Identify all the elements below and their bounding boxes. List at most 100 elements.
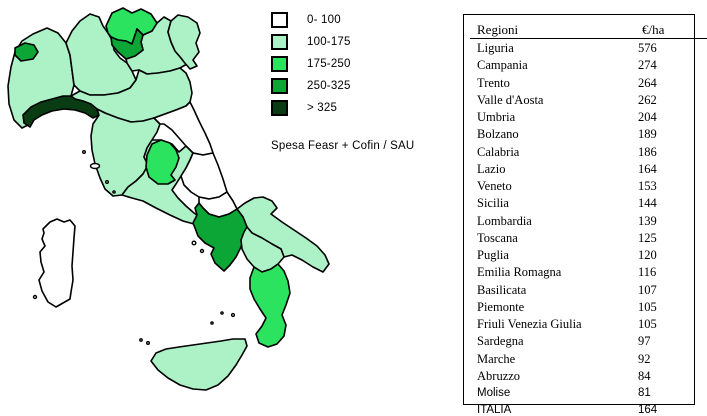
table-row: Puglia 120 bbox=[464, 247, 694, 264]
legend-label: 0- 100 bbox=[307, 13, 341, 26]
legend-item: 175-250 bbox=[271, 55, 351, 72]
table-header-regioni: Regioni bbox=[477, 22, 519, 37]
map-regions bbox=[7, 7, 330, 391]
table-row: Veneto 153 bbox=[464, 178, 694, 195]
region-value-cell: 97 bbox=[638, 334, 651, 349]
legend-swatch bbox=[271, 77, 288, 94]
table-row: Sardegna 97 bbox=[464, 333, 694, 350]
region-name-cell: Molise bbox=[477, 387, 511, 399]
region-value-cell: 92 bbox=[638, 351, 651, 366]
region-sardegna bbox=[38, 218, 76, 308]
table-row: Liguria 576 bbox=[464, 40, 694, 57]
table-row: Calabria 186 bbox=[464, 144, 694, 161]
region-name-cell: Veneto bbox=[477, 179, 512, 193]
legend-item: 100-175 bbox=[271, 33, 351, 50]
region-value-cell: 105 bbox=[638, 299, 657, 314]
table-row: Bolzano 189 bbox=[464, 126, 694, 143]
region-name-cell: Sicilia bbox=[477, 196, 509, 211]
legend-item: 250-325 bbox=[271, 77, 351, 94]
table-body: Liguria 576 Campania 274 Trento 264 Valle d'Ao… bbox=[464, 40, 694, 416]
table-row: Trento 264 bbox=[464, 75, 694, 92]
legend-label: 100-175 bbox=[307, 35, 351, 48]
region-name-cell: Lombardia bbox=[477, 213, 532, 228]
region-marche bbox=[153, 101, 214, 156]
region-name-cell: Umbria bbox=[477, 110, 516, 124]
region-value-cell: 164 bbox=[638, 404, 658, 416]
table-row: Valle d'Aosta 262 bbox=[464, 92, 694, 109]
region-valle-daosta bbox=[14, 42, 39, 62]
legend-label: 250-325 bbox=[307, 79, 351, 92]
legend-label: > 325 bbox=[307, 101, 338, 114]
table-row: Friuli Venezia Giulia 105 bbox=[464, 316, 694, 333]
region-calabria bbox=[249, 263, 291, 348]
region-value-cell: 144 bbox=[638, 196, 657, 211]
region-name-cell: Abruzzo bbox=[477, 368, 521, 383]
region-name-cell: Campania bbox=[477, 58, 528, 73]
region-name-cell: Friuli Venezia Giulia bbox=[477, 317, 582, 331]
legend-swatch bbox=[271, 33, 288, 50]
small-islands bbox=[32, 149, 236, 346]
map-legend: 0- 100 100-175 175-250 250-325 > 325 bbox=[271, 11, 351, 122]
table-row: Piemonte 105 bbox=[464, 299, 694, 316]
table-row: ITALIA 164 bbox=[464, 402, 694, 416]
region-name-cell: Trento bbox=[477, 75, 510, 90]
region-value-cell: 120 bbox=[638, 248, 657, 262]
region-name-cell: Liguria bbox=[477, 41, 514, 55]
legend-item: 0- 100 bbox=[271, 11, 351, 28]
legend-swatch bbox=[271, 99, 288, 116]
region-name-cell: Emilia Romagna bbox=[477, 265, 562, 280]
table-row: Marche 92 bbox=[464, 351, 694, 368]
table-row: Sicilia 144 bbox=[464, 195, 694, 212]
region-trento bbox=[110, 28, 144, 60]
region-name-cell: Lazio bbox=[477, 161, 506, 176]
region-name-cell: Bolzano bbox=[477, 127, 519, 142]
table-header-rule bbox=[470, 38, 707, 39]
table-row: Basilicata 107 bbox=[464, 282, 694, 299]
region-value-cell: 576 bbox=[638, 41, 657, 55]
region-value-cell: 107 bbox=[638, 282, 657, 297]
legend-swatch bbox=[271, 11, 288, 28]
region-name-cell: Calabria bbox=[477, 144, 520, 159]
region-value-cell: 189 bbox=[638, 127, 657, 142]
region-value-cell: 116 bbox=[638, 265, 657, 280]
region-value-cell: 125 bbox=[638, 230, 657, 245]
region-name-cell: Puglia bbox=[477, 248, 509, 262]
table-row: Toscana 125 bbox=[464, 230, 694, 247]
region-value-cell: 153 bbox=[638, 179, 657, 193]
region-name-cell: Basilicata bbox=[477, 282, 527, 297]
table-row: Lazio 164 bbox=[464, 161, 694, 178]
region-name-cell: Marche bbox=[477, 351, 516, 366]
italy-map bbox=[7, 7, 330, 391]
region-value-cell: 186 bbox=[638, 144, 657, 159]
region-value-cell: 84 bbox=[638, 368, 651, 383]
region-value-cell: 262 bbox=[638, 92, 657, 107]
legend-swatch bbox=[271, 55, 288, 72]
region-friuli bbox=[167, 14, 201, 70]
map-caption: Spesa Feasr + Cofin / SAU bbox=[271, 140, 415, 152]
table-header-euro-ha: €/ha bbox=[642, 22, 665, 37]
region-name-cell: Sardegna bbox=[477, 334, 524, 349]
region-value-cell: 139 bbox=[638, 213, 657, 228]
table-row: Molise 81 bbox=[464, 385, 694, 402]
table-row: Lombardia 139 bbox=[464, 213, 694, 230]
region-name-cell: Piemonte bbox=[477, 299, 525, 314]
region-sicilia bbox=[150, 338, 248, 391]
legend-label: 175-250 bbox=[307, 57, 351, 70]
region-name-cell: ITALIA bbox=[477, 404, 512, 416]
table-row: Umbria 204 bbox=[464, 109, 694, 126]
region-value-cell: 105 bbox=[638, 317, 657, 331]
region-value-cell: 204 bbox=[638, 110, 657, 124]
regions-table: Regioni €/ha Liguria 576 Campania 274 Trento… bbox=[463, 14, 707, 416]
legend-item: > 325 bbox=[271, 99, 351, 116]
table-row: Campania 274 bbox=[464, 57, 694, 74]
region-value-cell: 264 bbox=[638, 75, 657, 90]
table-row: Emilia Romagna 116 bbox=[464, 264, 694, 281]
region-value-cell: 81 bbox=[638, 387, 651, 399]
region-name-cell: Valle d'Aosta bbox=[477, 92, 544, 107]
region-umbria bbox=[145, 139, 180, 185]
table-row: Abruzzo 84 bbox=[464, 368, 694, 385]
region-campania bbox=[192, 202, 248, 272]
region-value-cell: 274 bbox=[638, 58, 657, 73]
region-name-cell: Toscana bbox=[477, 230, 518, 245]
